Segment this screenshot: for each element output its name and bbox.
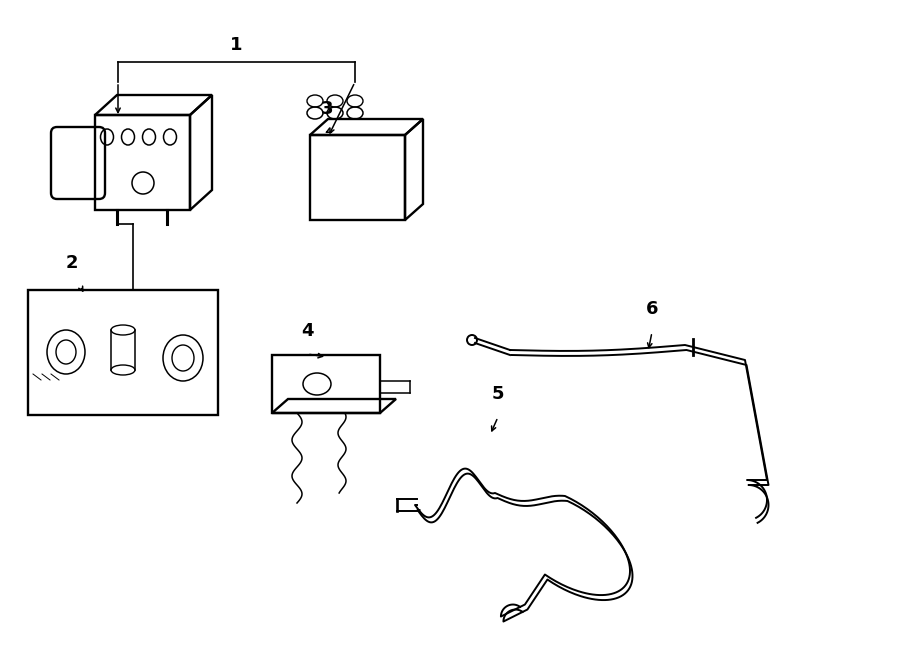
Bar bbox=[28, 290, 218, 415]
Text: 2: 2 bbox=[66, 254, 78, 272]
Text: 3: 3 bbox=[320, 100, 333, 118]
Text: 6: 6 bbox=[646, 300, 658, 318]
Text: 4: 4 bbox=[301, 322, 313, 340]
Text: 1: 1 bbox=[230, 36, 243, 54]
Text: 5: 5 bbox=[491, 385, 504, 403]
